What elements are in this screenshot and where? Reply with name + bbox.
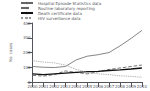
svg-text:Death certificate data: Death certificate data xyxy=(38,10,82,16)
svg-text:2010: 2010 xyxy=(137,84,148,89)
svg-text:2008: 2008 xyxy=(115,84,126,89)
svg-text:Hospital Episode Statistics da: Hospital Episode Statistics data xyxy=(38,0,102,6)
svg-text:HIV surveillance data: HIV surveillance data xyxy=(38,16,81,21)
svg-text:2006: 2006 xyxy=(93,84,104,89)
svg-text:2004: 2004 xyxy=(71,84,82,89)
svg-text:0: 0 xyxy=(28,79,31,85)
svg-text:300: 300 xyxy=(23,35,31,40)
svg-text:2001: 2001 xyxy=(38,84,49,89)
svg-text:2007: 2007 xyxy=(104,84,115,89)
svg-text:2000: 2000 xyxy=(27,84,38,89)
svg-text:400: 400 xyxy=(23,21,31,26)
svg-text:2009: 2009 xyxy=(126,84,137,89)
svg-text:2003: 2003 xyxy=(60,84,71,89)
svg-text:No. cases: No. cases xyxy=(8,43,13,62)
svg-text:100: 100 xyxy=(23,65,31,70)
svg-text:Routine laboratory reporting: Routine laboratory reporting xyxy=(38,5,95,11)
svg-text:2005: 2005 xyxy=(82,84,93,89)
svg-text:200: 200 xyxy=(23,50,31,55)
svg-text:2002: 2002 xyxy=(49,84,60,89)
